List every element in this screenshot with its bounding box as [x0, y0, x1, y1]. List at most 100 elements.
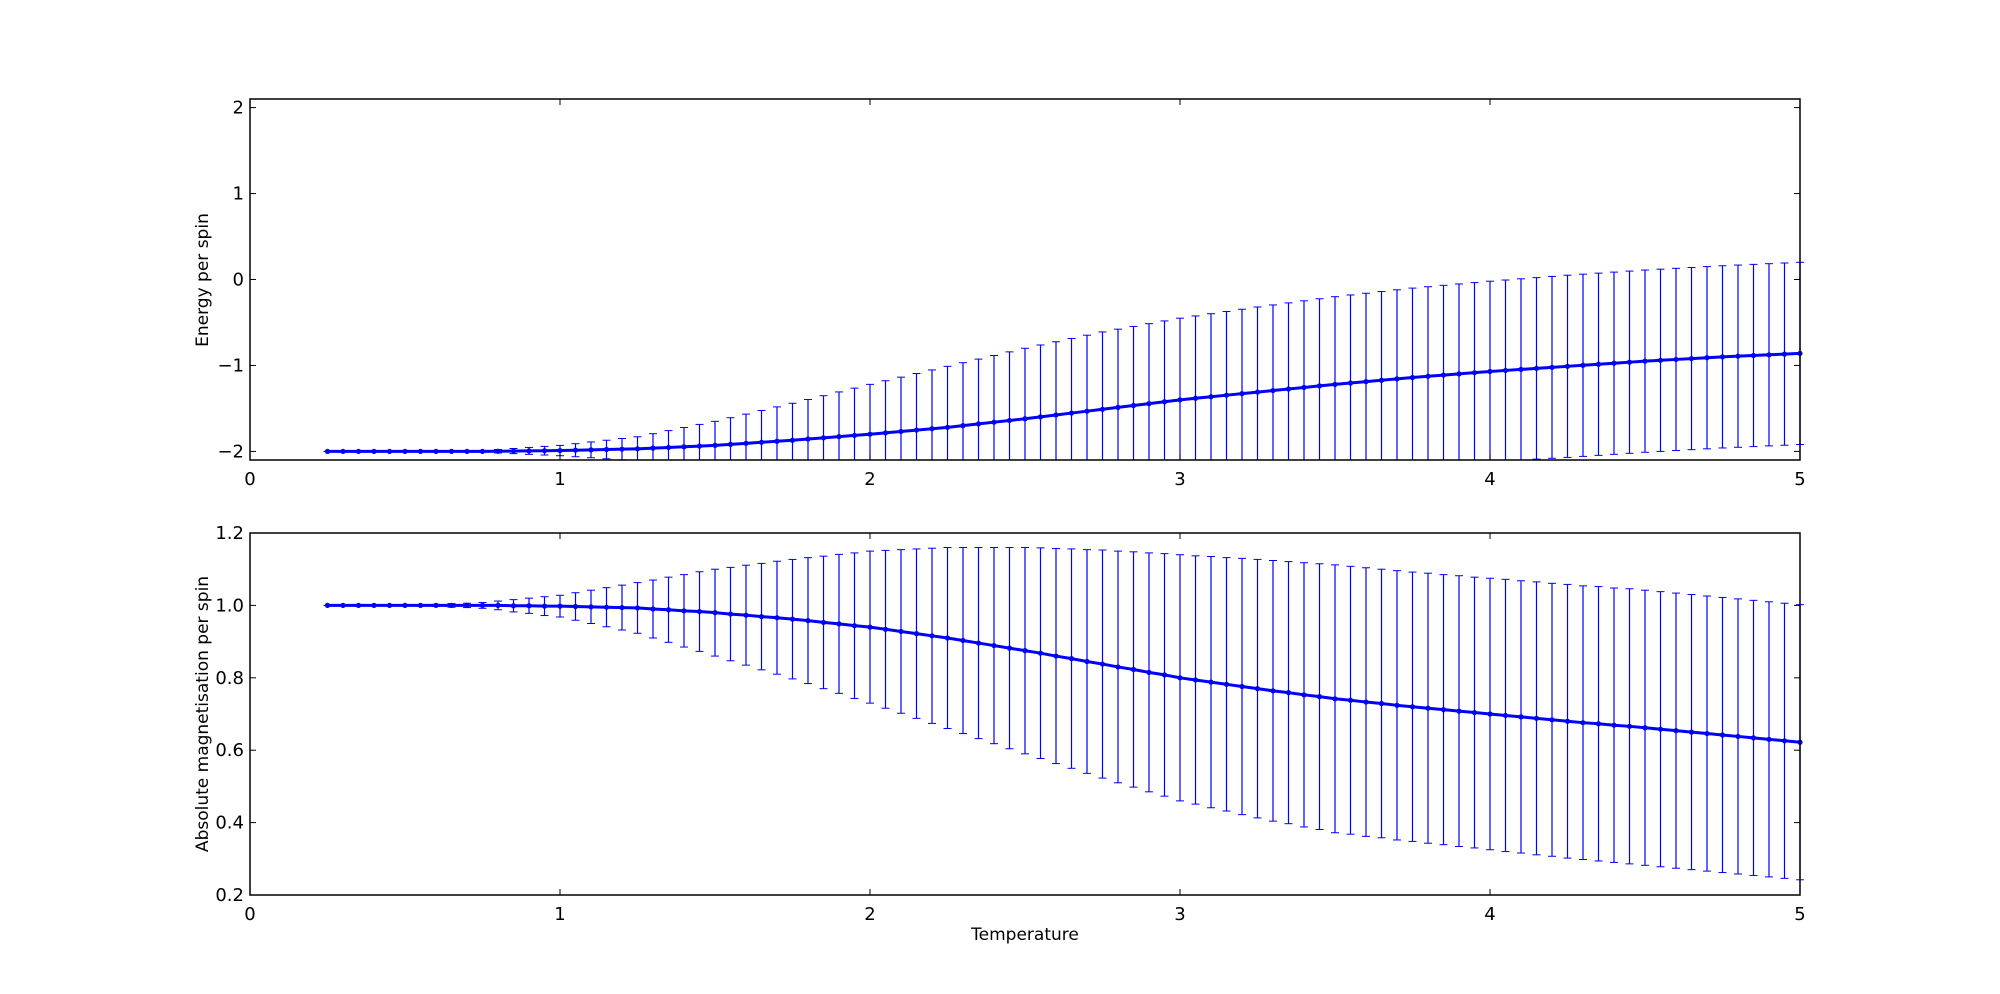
data-point — [1099, 406, 1106, 412]
data-point — [960, 423, 966, 429]
data-point — [355, 448, 362, 455]
data-point — [1068, 656, 1075, 662]
data-point — [1688, 729, 1695, 735]
data-point — [1301, 384, 1307, 391]
data-point — [1719, 354, 1726, 360]
axes-frame — [249, 532, 1801, 896]
data-point — [1192, 395, 1199, 401]
data-point — [1161, 399, 1168, 405]
data-point — [541, 448, 548, 454]
data-point — [1192, 677, 1199, 683]
data-point — [1704, 730, 1710, 737]
energy-y-axis-label: Energy per spin — [193, 213, 213, 347]
data-point — [789, 616, 796, 622]
data-point — [1068, 410, 1075, 416]
data-point — [1611, 722, 1617, 728]
data-point — [1673, 356, 1679, 363]
data-point — [681, 444, 687, 450]
data-point — [1053, 412, 1059, 418]
data-point — [1409, 374, 1416, 381]
data-point — [1378, 700, 1385, 707]
data-point — [913, 427, 920, 433]
data-point — [836, 434, 842, 440]
data-point — [727, 611, 734, 617]
data-point — [557, 447, 563, 454]
data-point — [1006, 645, 1013, 651]
x-tick-label: 5 — [1794, 904, 1805, 925]
data-point — [1270, 688, 1276, 694]
data-point — [681, 608, 687, 614]
data-point — [1394, 376, 1400, 382]
y-tick-label: 1.0 — [215, 595, 244, 616]
data-point — [1239, 391, 1245, 397]
data-point — [1022, 648, 1028, 654]
y-tick-label: 1.2 — [215, 523, 244, 544]
data-point — [851, 623, 858, 629]
data-point — [1239, 683, 1245, 690]
data-point — [1301, 692, 1307, 698]
data-point — [1285, 386, 1292, 392]
data-point — [960, 637, 966, 644]
data-point — [665, 607, 672, 613]
data-point — [1099, 661, 1106, 667]
data-point — [1704, 355, 1710, 361]
x-axis-label: Temperature — [970, 925, 1079, 945]
x-tick-label: 2 — [864, 904, 875, 925]
data-point — [371, 448, 377, 455]
data-point — [1425, 373, 1431, 379]
data-point — [1549, 364, 1555, 370]
data-point — [510, 448, 517, 454]
data-point — [1146, 669, 1152, 675]
data-point — [882, 626, 889, 632]
data-point — [944, 635, 951, 641]
data-point — [526, 448, 532, 454]
data-point — [1657, 357, 1664, 363]
error-bars — [323, 546, 1804, 881]
data-point — [386, 448, 393, 455]
y-tick-label: 1 — [233, 184, 244, 205]
x-tick-label: 4 — [1484, 469, 1495, 490]
data-point — [1626, 359, 1633, 365]
data-point — [479, 448, 486, 455]
data-point — [1425, 705, 1431, 711]
data-point — [1471, 370, 1478, 376]
data-point — [1611, 360, 1617, 366]
magnetisation-subplot: Absolute magnetisation per spin Temperat… — [193, 523, 1806, 945]
data-point — [867, 624, 873, 630]
y-tick-label: 0 — [233, 270, 244, 291]
data-point — [1440, 372, 1447, 378]
data-point — [479, 602, 486, 609]
data-point — [619, 604, 625, 611]
data-point — [1084, 408, 1090, 414]
x-tick-label: 3 — [1174, 904, 1185, 925]
data-point — [1332, 381, 1338, 387]
data-point — [727, 441, 734, 447]
x-tick-label: 4 — [1484, 904, 1495, 925]
y-tick-label: 2 — [233, 98, 244, 119]
data-point — [696, 608, 703, 615]
data-point — [1735, 733, 1741, 740]
x-tick-label: 0 — [244, 904, 255, 925]
data-point — [1316, 694, 1323, 700]
data-point — [1688, 355, 1695, 362]
data-point — [1037, 650, 1044, 656]
data-point — [1518, 714, 1524, 720]
x-tick-label: 3 — [1174, 469, 1185, 490]
data-point — [1766, 352, 1772, 358]
data-point — [1487, 711, 1493, 717]
x-tick-label: 5 — [1794, 469, 1805, 490]
data-point — [898, 428, 904, 435]
data-point — [774, 615, 780, 621]
data-point — [1347, 697, 1354, 703]
data-point — [743, 612, 749, 618]
data-point — [805, 618, 811, 624]
data-point — [1316, 383, 1323, 389]
data-point — [1208, 679, 1214, 685]
data-point — [1595, 361, 1602, 367]
data-point — [1130, 666, 1137, 673]
x-tick-label: 0 — [244, 469, 255, 490]
data-point — [836, 621, 842, 627]
data-point — [1657, 726, 1664, 732]
data-point — [634, 446, 641, 452]
data-point — [975, 421, 982, 427]
